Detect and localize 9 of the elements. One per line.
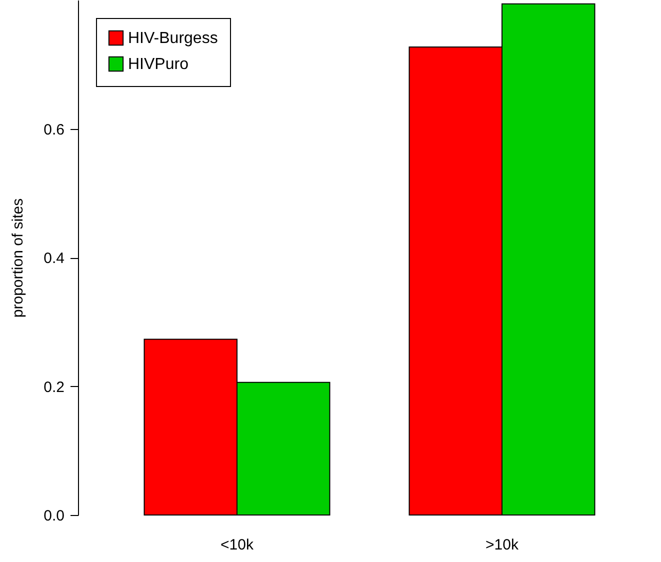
- legend-label: HIV-Burgess: [128, 30, 218, 47]
- x-tick-label: <10k: [220, 536, 254, 554]
- y-axis-title: proportion of sites: [10, 198, 27, 318]
- legend-label: HIVPuro: [128, 56, 189, 73]
- y-tick-label: 0.6: [44, 121, 64, 138]
- x-tick-label: >10k: [486, 536, 519, 554]
- y-tick-label: 0.0: [44, 508, 64, 524]
- y-tick-label: 0.2: [44, 378, 64, 396]
- y-tick-label: 0.4: [44, 250, 64, 267]
